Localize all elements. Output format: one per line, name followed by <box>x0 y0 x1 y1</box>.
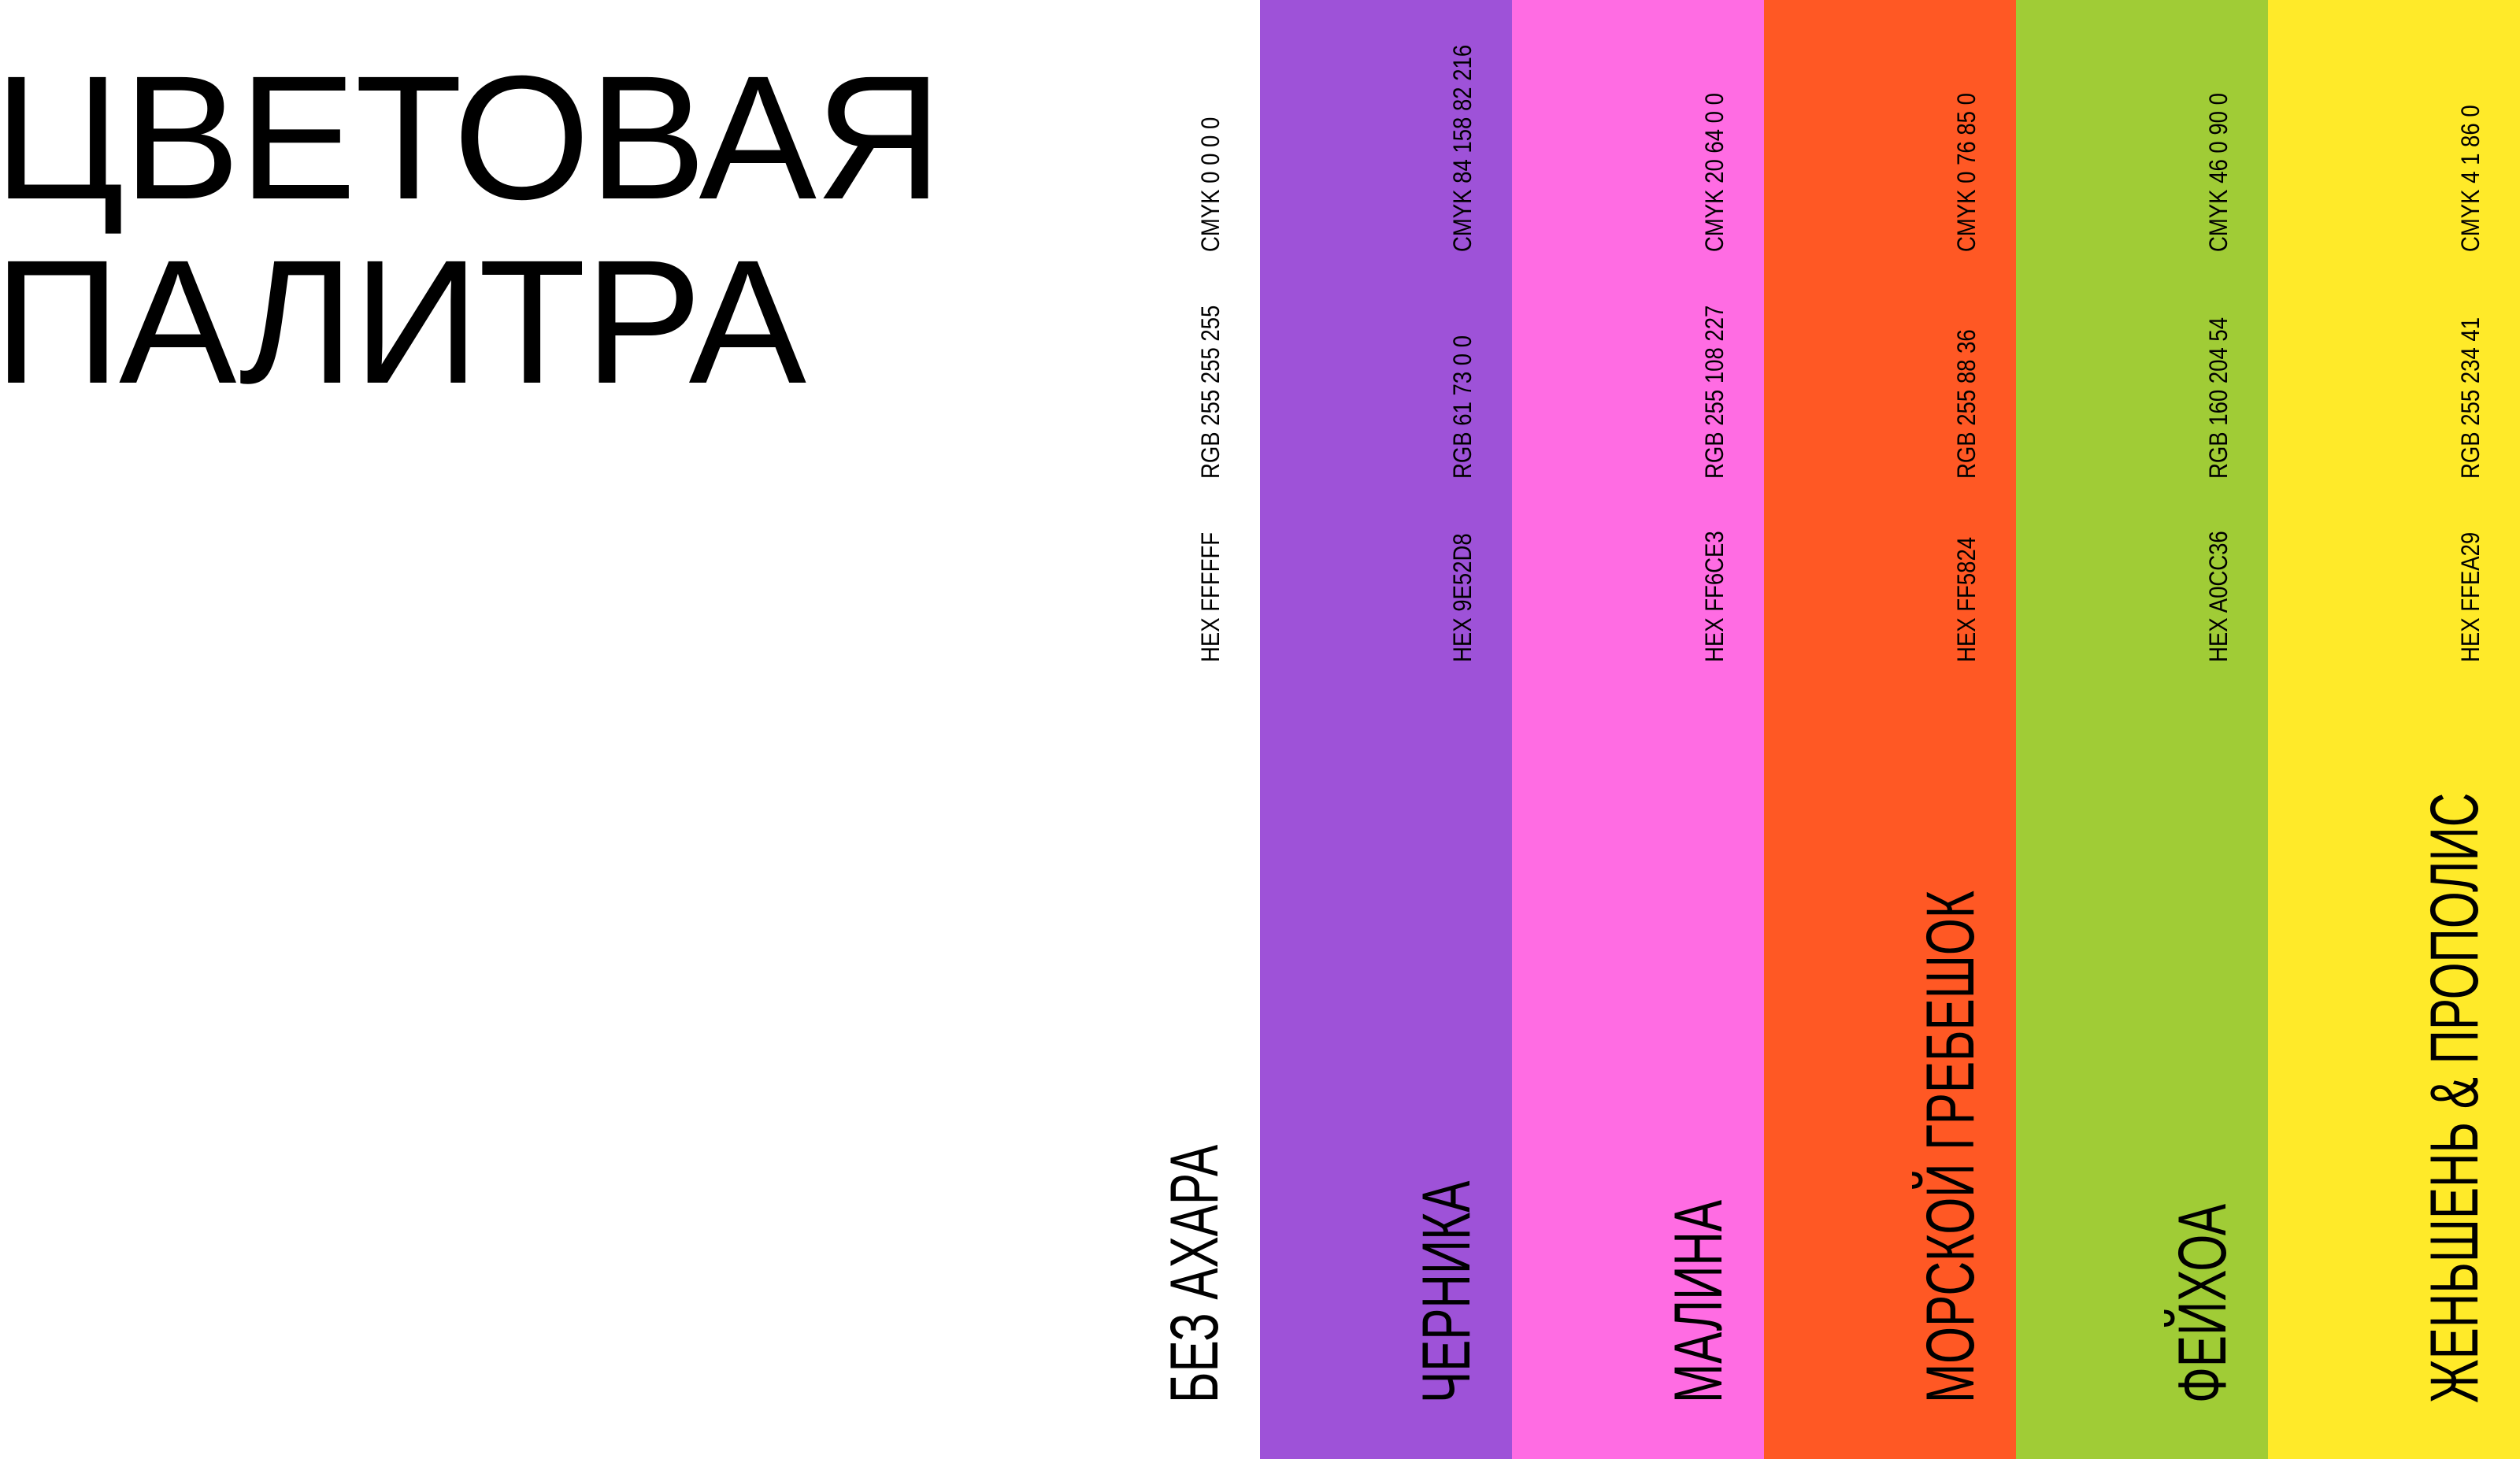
title-line-2: ПАЛИТРА <box>0 224 806 420</box>
color-swatch: HEX A0CC36 RGB 160 204 54 CMYK 46 0 90 0 ФЕ… <box>2016 0 2268 1459</box>
hex-code: HEX 9E52D8 <box>1448 533 1477 662</box>
hex-code: HEX FFEA29 <box>2456 531 2485 662</box>
cmyk-code: CMYK 46 0 90 0 <box>2204 93 2233 253</box>
hex-code: HEX FFFFFF <box>1196 531 1225 662</box>
cmyk-code: CMYK 0 0 0 0 <box>1196 117 1225 252</box>
rgb-code: RGB 255 255 255 <box>1196 305 1225 479</box>
rgb-code: RGB 255 108 227 <box>1700 305 1729 479</box>
color-name: МОРСКОЙ ГРЕБЕШОК <box>1913 891 1988 1403</box>
rgb-code: RGB 160 204 54 <box>2204 317 2233 479</box>
color-swatch: HEX FF5824 RGB 255 88 36 CMYK 0 76 85 0 МОР… <box>1764 0 2016 1459</box>
hex-code: HEX FF6CE3 <box>1700 531 1729 662</box>
color-swatch: HEX FF6CE3 RGB 255 108 227 CMYK 20 64 0 0 М… <box>1512 0 1764 1459</box>
color-name: ФЕЙХОА <box>2165 1203 2240 1403</box>
cmyk-code: CMYK 0 76 85 0 <box>1952 93 1981 253</box>
color-name: МАЛИНА <box>1661 1199 1736 1403</box>
rgb-code: RGB 61 73 0 0 <box>1448 335 1477 479</box>
color-name: ЖЕНЬШЕНЬ & ПРОПОЛИС <box>2417 792 2492 1403</box>
title-line-1: ЦВЕТОВАЯ <box>0 39 943 236</box>
color-swatch: HEX 9E52D8 RGB 61 73 0 0 CMYK 84 158 82 21… <box>1260 0 1512 1459</box>
page-title: ЦВЕТОВАЯ ПАЛИТРА <box>0 39 943 420</box>
color-swatch: HEX FFFFFF RGB 255 255 255 CMYK 0 0 0 0 БЕЗ… <box>1008 0 1260 1459</box>
rgb-code: RGB 255 234 41 <box>2456 317 2485 479</box>
cmyk-code: CMYK 20 64 0 0 <box>1700 93 1729 253</box>
color-name: БЕЗ АХАРА <box>1157 1144 1232 1403</box>
color-name: ЧЕРНИКА <box>1409 1180 1484 1403</box>
cmyk-code: CMYK 4 1 86 0 <box>2456 105 2485 252</box>
color-swatch: HEX FFEA29 RGB 255 234 41 CMYK 4 1 86 0 ЖЕН… <box>2268 0 2520 1459</box>
cmyk-code: CMYK 84 158 82 216 <box>1448 44 1477 253</box>
hex-code: HEX FF5824 <box>1952 536 1981 662</box>
hex-code: HEX A0CC36 <box>2204 531 2233 662</box>
rgb-code: RGB 255 88 36 <box>1952 329 1981 479</box>
